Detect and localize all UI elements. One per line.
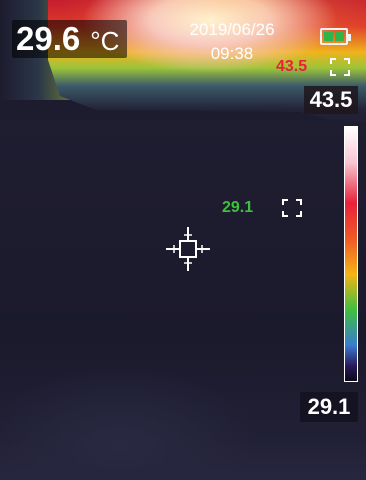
scale-max-temperature: 43.5: [309, 87, 353, 112]
center-temperature-readout: 29.6 °C: [12, 20, 128, 58]
date-label: 2019/06/26: [189, 20, 275, 39]
battery-icon: [320, 28, 351, 45]
thermal-dark-area: [0, 120, 366, 480]
battery-cell: [335, 32, 344, 41]
cold-spot-marker-icon: [282, 199, 302, 217]
cold-spot-temperature: 29.1: [222, 199, 254, 216]
center-crosshair-icon: [166, 227, 210, 271]
time-label: 09:38: [210, 44, 254, 63]
scale-min-temperature: 29.1: [307, 394, 351, 419]
scale-min-background: [300, 392, 358, 422]
temperature-color-scale: [344, 126, 358, 382]
temperature-unit: °C: [90, 26, 120, 56]
scale-max-background: [304, 86, 358, 114]
hot-spot-temperature: 43.5: [276, 58, 308, 75]
thermal-bottom-shade: [0, 440, 366, 480]
center-temperature-value: 29.6: [16, 20, 81, 57]
hot-spot-marker-icon: [330, 58, 350, 76]
battery-cell: [324, 32, 333, 41]
